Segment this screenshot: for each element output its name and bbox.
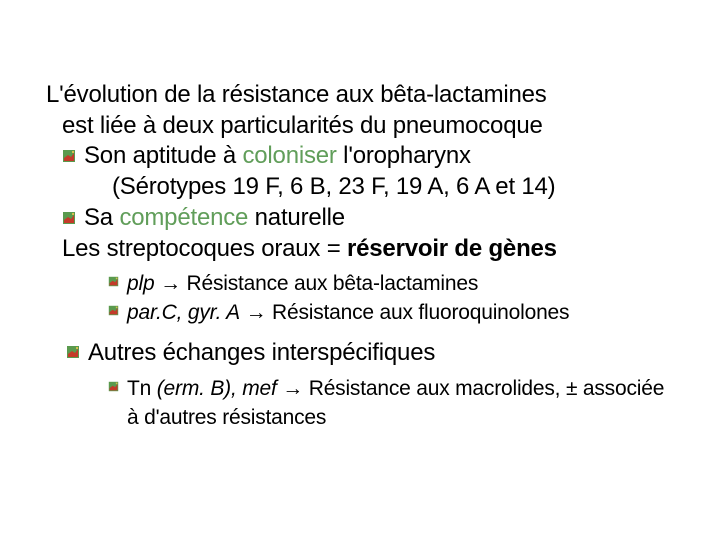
sub-bullet-plp: plp → Résistance aux bêta-lactamines (42, 270, 678, 298)
highlight-text: compétence (119, 204, 248, 231)
serotypes-line: (Sérotypes 19 F, 6 B, 23 F, 19 A, 6 A et… (42, 172, 678, 203)
intro-line-2: est liée à deux particularités du pneumo… (42, 111, 678, 142)
square-bullet-icon (66, 345, 80, 359)
bullet-competence-text: Sa compétence naturelle (84, 203, 345, 234)
italic-text: plp (127, 272, 154, 295)
italic-text: par.C, gyr. A (127, 301, 240, 324)
square-bullet-icon (108, 305, 119, 316)
bold-text: réservoir de gènes (347, 235, 557, 262)
square-bullet-icon (108, 381, 119, 392)
bullet-coloniser: Son aptitude à coloniser l'oropharynx (42, 141, 678, 172)
sub-plp-text: plp → Résistance aux bêta-lactamines (127, 270, 478, 298)
text-fragment: Tn (127, 377, 157, 400)
intro-text-1: L'évolution de la résistance aux bêta-la… (46, 80, 547, 111)
text-fragment: Son aptitude à (84, 142, 242, 169)
slide-body: L'évolution de la résistance aux bêta-la… (0, 0, 720, 540)
autres-text: Autres échanges interspécifiques (88, 337, 435, 369)
square-bullet-icon (108, 276, 119, 287)
bullet-coloniser-text: Son aptitude à coloniser l'oropharynx (84, 141, 471, 172)
intro-text-2: est liée à deux particularités du pneumo… (62, 111, 543, 142)
italic-text: (erm. B), mef (157, 377, 277, 400)
serotypes-text: (Sérotypes 19 F, 6 B, 23 F, 19 A, 6 A et… (112, 172, 555, 203)
square-bullet-icon (62, 149, 76, 163)
text-fragment: → Résistance aux fluoroquinolones (240, 301, 569, 324)
reservoir-text: Les streptocoques oraux = réservoir de g… (62, 234, 557, 265)
sub-bullet-tn: Tn (erm. B), mef → Résistance aux macrol… (42, 375, 678, 432)
text-fragment: → Résistance aux bêta-lactamines (154, 272, 478, 295)
sub-tn-text: Tn (erm. B), mef → Résistance aux macrol… (127, 375, 678, 432)
text-fragment: l'oropharynx (337, 142, 471, 169)
intro-line-1: L'évolution de la résistance aux bêta-la… (42, 80, 678, 111)
sub-parc-text: par.C, gyr. A → Résistance aux fluoroqui… (127, 299, 569, 327)
highlight-text: coloniser (242, 142, 336, 169)
sub-bullet-parc: par.C, gyr. A → Résistance aux fluoroqui… (42, 299, 678, 327)
text-fragment: naturelle (248, 204, 345, 231)
text-fragment: Sa (84, 204, 119, 231)
text-fragment: Les streptocoques oraux = (62, 235, 347, 262)
reservoir-line: Les streptocoques oraux = réservoir de g… (42, 234, 678, 265)
bullet-autres: Autres échanges interspécifiques (42, 337, 678, 369)
square-bullet-icon (62, 211, 76, 225)
bullet-competence: Sa compétence naturelle (42, 203, 678, 234)
